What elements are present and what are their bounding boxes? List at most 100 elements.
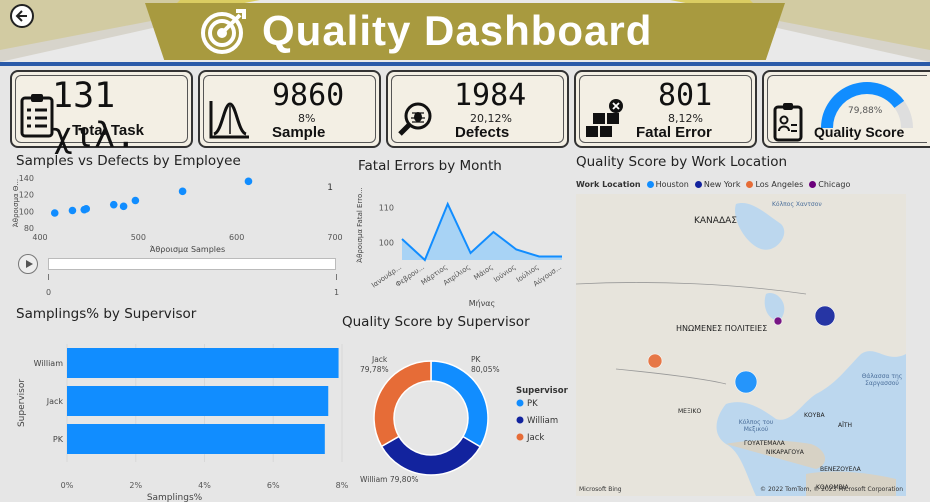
map-label: ΑΪΤΗ xyxy=(838,422,853,429)
map-legend-dot xyxy=(746,181,754,188)
fatal-title: Fatal Errors by Month xyxy=(358,158,502,174)
map-label: ΓΟΥΑΤΕΜΑΛΑ xyxy=(744,440,785,447)
bar-x-tick: 4% xyxy=(198,481,211,490)
map-label: ΗΝΩΜΕΝΕΣ ΠΟΛΙΤΕΙΕΣ xyxy=(676,324,768,333)
kpi-percent: 20,12% xyxy=(470,112,512,125)
kpi-gauge-value: 79,88% xyxy=(848,106,883,116)
gauge-fill xyxy=(821,82,905,129)
bar-x-tick: 2% xyxy=(129,481,142,490)
play-button[interactable] xyxy=(18,254,38,274)
map-legend-dot xyxy=(694,181,702,188)
header-banner: Quality Dashboard xyxy=(0,0,930,62)
scatter-title: Samples vs Defects by Employee xyxy=(16,153,241,169)
map-label: Θάλασσα της Σαργασσού xyxy=(861,373,903,387)
map-legend-label: New York xyxy=(703,180,741,189)
area-y-tick: 100 xyxy=(379,239,394,248)
fatal-area-chart: 110100Ιανουάρ...Φεβρου...ΜάρτιοςΑπρίλιος… xyxy=(356,187,563,308)
kpi-percent: 8% xyxy=(298,112,316,125)
play-icon xyxy=(26,260,33,268)
map-label: Κόλπος του Μεξικού xyxy=(738,419,774,433)
map-label: ΚΟΥΒΑ xyxy=(804,412,825,419)
map-label: ΝΙΚΑΡΑΓΟΥΑ xyxy=(766,449,804,456)
map-legend-item: Los Angeles xyxy=(746,180,803,189)
slider-min: 0 xyxy=(46,288,52,297)
title-band xyxy=(145,3,785,60)
back-arrow-icon[interactable] xyxy=(10,4,34,28)
scatter-x-label: Άθροισμα Samples xyxy=(150,245,225,254)
kpi-card-total-task: 131 χιλ. Total Task xyxy=(10,70,193,156)
donut-label-jack: Jack xyxy=(371,355,388,364)
scatter-y-label: Άθροισμα Θ... xyxy=(12,179,20,227)
map-attribution: © 2022 TomTom, © 2023 Microsoft Corporat… xyxy=(760,486,903,493)
scatter-point xyxy=(119,202,128,211)
map-label: ΚΑΝΑΔΑΣ xyxy=(694,216,737,226)
scatter-y-tick: 80 xyxy=(24,224,34,233)
slider-max: 1 xyxy=(334,288,340,297)
play-slider-track[interactable] xyxy=(48,258,336,270)
bar-title: Samplings% by Supervisor xyxy=(16,306,197,322)
map-legend-dot xyxy=(646,181,654,188)
scatter-legend-value: 1 xyxy=(327,183,333,193)
kpi-label: Defects xyxy=(455,124,510,141)
bell-curve-icon xyxy=(209,101,249,139)
map-label: ΜΕΞΙΚΟ xyxy=(678,408,702,415)
bar xyxy=(67,386,329,416)
kpi-card-sample: 9860 8% Sample xyxy=(198,70,381,148)
kpi-value: 9860 xyxy=(272,78,345,113)
map-legend-dot xyxy=(809,181,817,188)
map-legend-item: New York xyxy=(694,180,741,189)
kpi-label: Total Task xyxy=(72,122,144,139)
donut-slice xyxy=(373,360,432,448)
bar-y-tick: PK xyxy=(53,435,64,444)
bar-x-tick: 0% xyxy=(61,481,74,490)
map-marker xyxy=(814,305,836,327)
donut-legend-label: Jack xyxy=(526,433,544,443)
map-legend-item: Chicago xyxy=(809,180,850,189)
area-fill xyxy=(402,204,562,260)
scatter-x-tick: 400 xyxy=(32,233,47,242)
map-marker xyxy=(773,316,783,326)
area-x-tick: Μάιος xyxy=(472,263,494,282)
donut-legend-label: William xyxy=(527,416,558,426)
area-line xyxy=(401,201,562,262)
donut-title: Quality Score by Supervisor xyxy=(342,314,530,330)
map-legend-label: Houston xyxy=(655,180,689,189)
map-marker xyxy=(734,370,758,394)
donut-legend-dot xyxy=(516,416,524,424)
scatter-point xyxy=(131,196,140,205)
kpi-label: Quality Score xyxy=(814,124,905,140)
play-axis: 0 1 xyxy=(18,252,340,302)
scatter-y-tick: 100 xyxy=(19,207,34,216)
boxes-error-icon xyxy=(586,99,623,137)
map-legend-title: Work Location xyxy=(576,180,641,189)
donut-label-william: William 79,80% xyxy=(360,475,418,484)
scatter-point xyxy=(109,200,118,209)
donut-label-jack-value: 79,78% xyxy=(360,365,389,374)
area-y-tick: 110 xyxy=(379,204,394,213)
clipboard-list-icon xyxy=(20,94,54,138)
bar-x-tick: 8% xyxy=(336,481,349,490)
bar xyxy=(67,424,325,454)
scatter-point xyxy=(68,206,77,215)
kpi-label: Fatal Error xyxy=(636,124,712,141)
donut-slice xyxy=(380,435,482,476)
kpi-value: 1984 xyxy=(454,78,527,113)
map-bing-logo: Microsoft Bing xyxy=(579,486,622,493)
kpi-percent: 8,12% xyxy=(668,112,703,125)
page-title: Quality Dashboard xyxy=(262,7,653,54)
scatter-x-tick: 600 xyxy=(229,233,244,242)
bar-x-tick: 6% xyxy=(267,481,280,490)
bar-y-tick: William xyxy=(34,359,64,368)
map-legend-label: Chicago xyxy=(818,180,851,189)
bug-magnifier-icon xyxy=(398,102,432,136)
map-label: ΒΕΝΕΖΟΥΕΛΑ xyxy=(820,466,861,473)
bar-y-tick: Jack xyxy=(46,397,64,406)
map-legend: Work Location Houston New York Los Angeles… xyxy=(576,180,850,189)
bar xyxy=(67,348,339,378)
bar-x-label: Samplings% xyxy=(147,493,203,502)
kpi-card-quality-score: 79,88% Quality Score xyxy=(762,70,930,148)
kpi-card-fatal-error: 801 8,12% Fatal Error xyxy=(574,70,757,148)
donut-label-pk: PK xyxy=(471,355,482,364)
map-container[interactable]: ΚΑΝΑΔΑΣ Κόλπος Χαντσον ΗΝΩΜΕΝΕΣ ΠΟΛΙΤΕΙΕΣ Κ… xyxy=(576,194,906,496)
